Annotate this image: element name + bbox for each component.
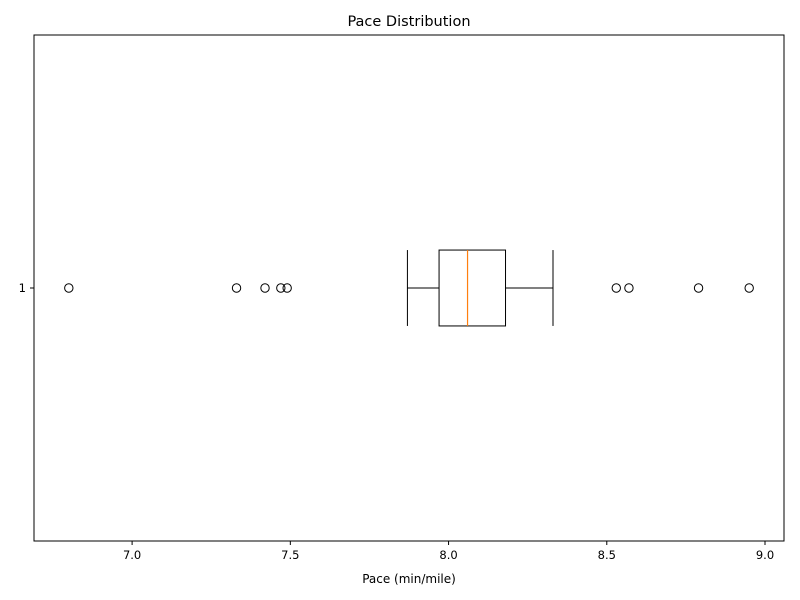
- iqr-box: [438, 249, 507, 327]
- outlier-point: [744, 283, 754, 293]
- outlier-point: [276, 283, 286, 293]
- outlier-point: [231, 283, 242, 293]
- x-tick-label: 9.0: [756, 548, 774, 562]
- x-axis: 7.0 7.5 8.0 8.5 9.0: [123, 541, 774, 562]
- x-tick-label: 7.0: [123, 548, 141, 562]
- outlier-point: [611, 283, 621, 293]
- outlier-point: [64, 283, 74, 293]
- y-axis: 1: [19, 281, 34, 295]
- x-tick-label: 8.5: [598, 548, 616, 562]
- x-axis-label: Pace (min/mile): [362, 572, 456, 586]
- outlier-point: [260, 283, 270, 293]
- box-series: [64, 249, 754, 327]
- x-tick-label: 8.0: [439, 548, 457, 562]
- x-tick-label: 7.5: [281, 548, 299, 562]
- y-tick-label: 1: [19, 281, 26, 295]
- chart-title: Pace Distribution: [347, 14, 470, 30]
- outlier-point: [693, 283, 704, 293]
- outlier-point: [282, 283, 292, 293]
- outlier-point: [624, 283, 634, 293]
